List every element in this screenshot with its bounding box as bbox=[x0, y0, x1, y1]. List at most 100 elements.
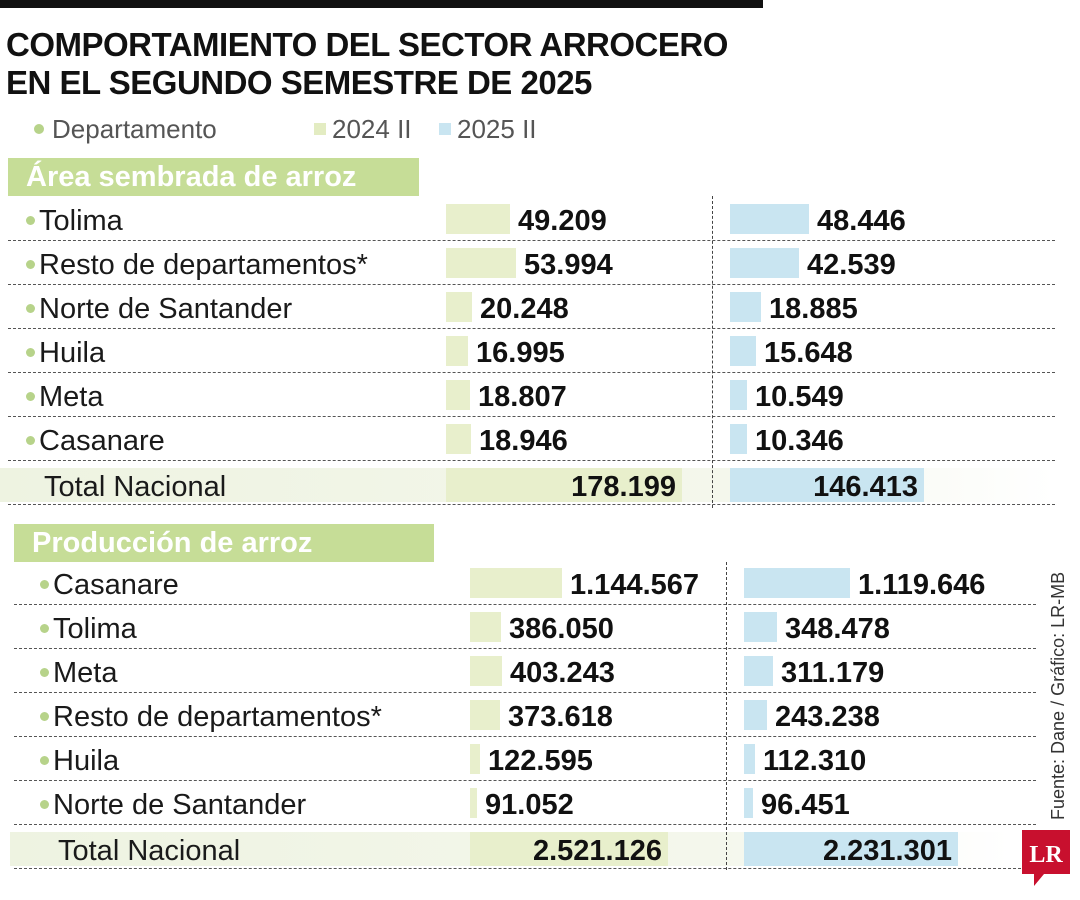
bullet-icon bbox=[26, 259, 35, 269]
total-value: 2.521.126 bbox=[532, 835, 662, 867]
row-separator bbox=[8, 240, 1055, 241]
total-label: Total Nacional bbox=[58, 835, 241, 867]
bar-2024-ii bbox=[470, 612, 501, 642]
data-label: 48.446 bbox=[817, 205, 906, 237]
data-label: 311.179 bbox=[781, 657, 885, 689]
data-label: 112.310 bbox=[763, 745, 867, 777]
data-label: 42.539 bbox=[807, 249, 896, 281]
category-name: Norte de Santander bbox=[53, 789, 307, 821]
data-label: 16.995 bbox=[476, 337, 565, 369]
data-label: 403.243 bbox=[510, 657, 615, 689]
legend-2024-label: 2024 II bbox=[332, 114, 412, 144]
bar-2024-ii bbox=[446, 424, 471, 454]
category-name: Resto de departamentos* bbox=[39, 249, 368, 281]
lr-logo-icon: LR bbox=[1022, 830, 1070, 886]
data-label: 18.807 bbox=[478, 381, 567, 413]
bar-2025-ii bbox=[744, 612, 777, 642]
row-separator bbox=[8, 372, 1055, 373]
data-label: 373.618 bbox=[508, 701, 613, 733]
bar-2025-ii bbox=[730, 248, 799, 278]
total-bar bbox=[730, 468, 924, 502]
data-label: 15.648 bbox=[764, 337, 853, 369]
bar-2024-ii bbox=[446, 248, 516, 278]
category-label: Norte de Santander bbox=[26, 292, 292, 326]
bar-2024-ii bbox=[446, 380, 470, 410]
data-label: 53.994 bbox=[524, 249, 613, 281]
category-name: Casanare bbox=[39, 425, 165, 457]
bar-2024-ii bbox=[470, 568, 562, 598]
legend-department: Departamento bbox=[34, 114, 217, 145]
data-label: 20.248 bbox=[480, 293, 569, 325]
data-label: 348.478 bbox=[785, 613, 890, 645]
bar-2025-ii bbox=[744, 568, 850, 598]
bullet-icon bbox=[40, 667, 49, 677]
chart-title-line-2: EN EL SEGUNDO SEMESTRE DE 2025 bbox=[6, 64, 592, 101]
category-label: Tolima bbox=[26, 204, 123, 238]
data-label: 10.346 bbox=[755, 425, 844, 457]
data-label: 386.050 bbox=[509, 613, 614, 645]
bullet-icon bbox=[26, 435, 35, 445]
bullet-icon bbox=[26, 303, 35, 313]
data-label: 1.144.567 bbox=[570, 569, 700, 601]
category-name: Huila bbox=[39, 337, 106, 369]
top-rule bbox=[0, 0, 763, 8]
data-label: 91.052 bbox=[485, 789, 574, 821]
bar-2025-ii bbox=[744, 788, 753, 818]
category-name: Tolima bbox=[39, 205, 123, 237]
row-separator bbox=[14, 736, 1036, 737]
total-value: 178.199 bbox=[571, 471, 676, 503]
legend-2024: 2024 II bbox=[314, 114, 412, 145]
bullet-icon bbox=[40, 799, 49, 809]
data-label: 18.946 bbox=[479, 425, 568, 457]
data-label: 49.209 bbox=[518, 205, 607, 237]
category-name: Tolima bbox=[53, 613, 137, 645]
bullet-icon bbox=[26, 347, 35, 357]
category-label: Huila bbox=[40, 744, 119, 778]
total-value: 146.413 bbox=[813, 471, 918, 503]
legend-swatch-2024 bbox=[314, 123, 326, 136]
total-value: 2.231.301 bbox=[822, 835, 952, 867]
bar-2024-ii bbox=[446, 204, 510, 234]
data-label: 18.885 bbox=[769, 293, 858, 325]
bullet-icon bbox=[40, 623, 49, 633]
bar-2024-ii bbox=[470, 700, 500, 730]
bar-2024-ii bbox=[446, 336, 468, 366]
bar-2025-ii bbox=[744, 700, 767, 730]
bar-2025-ii bbox=[730, 336, 756, 366]
column-divider bbox=[726, 562, 727, 870]
row-separator bbox=[8, 504, 1055, 505]
row-separator bbox=[14, 692, 1036, 693]
category-name: Casanare bbox=[53, 569, 179, 601]
chart-title-line-1: COMPORTAMIENTO DEL SECTOR ARROCERO bbox=[6, 26, 728, 63]
bullet-icon bbox=[26, 215, 35, 225]
category-label: Huila bbox=[26, 336, 105, 370]
row-separator bbox=[8, 284, 1055, 285]
row-separator bbox=[8, 328, 1055, 329]
category-label: Casanare bbox=[40, 568, 179, 602]
chart-title: COMPORTAMIENTO DEL SECTOR ARROCERO EN EL… bbox=[6, 26, 728, 102]
data-label: 96.451 bbox=[761, 789, 850, 821]
bar-2024-ii bbox=[470, 788, 477, 818]
total-bar bbox=[446, 468, 682, 502]
section-title: Área sembrada de arroz bbox=[8, 158, 419, 196]
bar-2025-ii bbox=[730, 292, 761, 322]
logo-text: LR bbox=[1029, 842, 1063, 868]
bar-2025-ii bbox=[730, 380, 747, 410]
category-name: Huila bbox=[53, 745, 120, 777]
legend-department-label: Departamento bbox=[52, 114, 217, 144]
bar-2025-ii bbox=[744, 656, 773, 686]
bullet-icon bbox=[26, 391, 35, 401]
legend-swatch-2025 bbox=[439, 123, 451, 136]
bullet-icon bbox=[40, 579, 49, 589]
data-label: 243.238 bbox=[775, 701, 880, 733]
total-bar bbox=[470, 832, 668, 866]
bar-2025-ii bbox=[730, 204, 809, 234]
category-label: Casanare bbox=[26, 424, 165, 458]
category-label: Tolima bbox=[40, 612, 137, 646]
bar-2024-ii bbox=[470, 744, 480, 774]
data-label: 10.549 bbox=[755, 381, 844, 413]
legend-2025: 2025 II bbox=[439, 114, 537, 145]
legend-2025-label: 2025 II bbox=[457, 114, 537, 144]
category-label: Meta bbox=[40, 656, 117, 690]
category-label: Meta bbox=[26, 380, 103, 414]
